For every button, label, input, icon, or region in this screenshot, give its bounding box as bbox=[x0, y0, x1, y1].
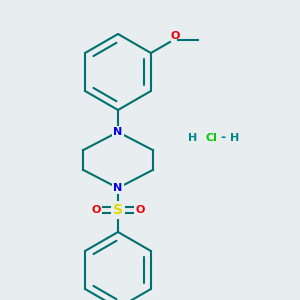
Text: Cl: Cl bbox=[205, 133, 217, 143]
Text: N: N bbox=[113, 183, 123, 193]
Text: N: N bbox=[113, 127, 123, 137]
Text: O: O bbox=[135, 205, 145, 215]
Text: H: H bbox=[230, 133, 239, 143]
Text: H: H bbox=[188, 133, 197, 143]
Text: O: O bbox=[171, 31, 180, 41]
Text: O: O bbox=[91, 205, 101, 215]
Text: -: - bbox=[220, 131, 225, 145]
Text: S: S bbox=[113, 203, 123, 217]
